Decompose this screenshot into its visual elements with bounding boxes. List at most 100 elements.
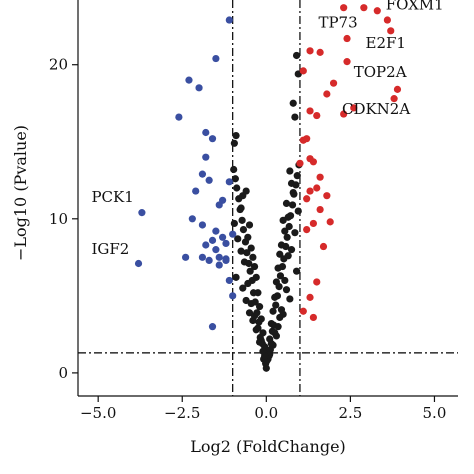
y-axis-title: −Log10 (Pvalue): [11, 125, 30, 261]
ns-point: [285, 222, 293, 231]
down-point: [222, 256, 230, 265]
y-axis-ticks: 0 10 20: [49, 56, 78, 382]
up-point: [306, 47, 314, 55]
ns-point: [275, 282, 283, 291]
gene-labels: CCNA2FOXM1 TP73 E2F1 TOP2A CDKN2A PCK1 IGF2: [91, 0, 443, 258]
ns-point: [284, 252, 292, 260]
up-point: [306, 293, 314, 301]
ns-point: [286, 167, 294, 175]
up-point: [313, 184, 321, 192]
x-axis-title: Log2 (FoldChange): [190, 437, 346, 456]
x-tick-label: −5.0: [80, 404, 116, 422]
down-point: [225, 276, 233, 285]
up-point: [306, 107, 314, 115]
down-point: [208, 135, 217, 143]
ns-point: [278, 262, 287, 271]
ns-point: [230, 139, 238, 147]
ns-point: [255, 318, 263, 326]
ns-point: [261, 352, 269, 360]
up-point: [309, 219, 317, 228]
ns-point: [249, 289, 258, 297]
threshold-lines: [78, 0, 458, 396]
ns-point: [244, 279, 252, 288]
up-point: [323, 192, 331, 200]
up-point: [360, 4, 368, 12]
ns-point: [249, 253, 257, 261]
up-point: [299, 67, 307, 75]
down-point: [219, 233, 227, 241]
ns-point: [269, 307, 277, 315]
up-point: [383, 16, 391, 24]
down-point: [192, 187, 200, 195]
ns-point: [290, 190, 298, 198]
up-point: [387, 27, 395, 35]
down-point: [212, 227, 220, 235]
up-point: [316, 173, 324, 181]
down-point: [205, 176, 213, 184]
down-point: [138, 209, 146, 217]
ns-point: [240, 258, 249, 266]
down-point: [222, 239, 230, 248]
down-point: [229, 230, 237, 238]
up-point: [309, 313, 317, 322]
ns-point: [243, 249, 251, 257]
ns-point: [255, 303, 264, 311]
ns-point: [288, 201, 297, 209]
up-point: [303, 225, 311, 234]
up-point: [390, 95, 398, 103]
ns-point: [236, 205, 244, 214]
up-point: [306, 187, 314, 195]
up-point: [343, 58, 351, 66]
ns-point: [291, 113, 299, 121]
gene-label-tp73: TP73: [318, 14, 357, 32]
down-point: [185, 76, 193, 84]
ns-point: [230, 165, 238, 174]
ns-point: [286, 212, 295, 220]
ns-point: [282, 242, 290, 251]
up-point: [343, 34, 351, 43]
ns-point: [235, 195, 243, 203]
up-point: [326, 218, 334, 226]
down-point: [175, 113, 183, 121]
down-point: [212, 246, 220, 254]
ns-point: [242, 187, 250, 195]
y-tick-label: 0: [58, 364, 68, 382]
ns-point: [276, 250, 284, 258]
up-point: [323, 90, 331, 98]
ns-point: [279, 216, 287, 224]
ns-point: [289, 99, 297, 107]
ns-point: [245, 221, 254, 229]
ns-point: [276, 272, 285, 280]
up-point: [316, 48, 324, 56]
down-point: [195, 84, 203, 92]
ns-point: [293, 172, 301, 180]
ns-point: [233, 184, 241, 192]
ns-point: [239, 225, 248, 234]
ns-point: [250, 312, 259, 320]
down-point: [198, 253, 207, 261]
gene-label-cdkn2a: CDKN2A: [342, 100, 410, 118]
down-point: [198, 221, 207, 229]
ns-point: [239, 284, 247, 292]
ns-point: [276, 313, 284, 322]
ns-point: [277, 306, 286, 314]
ns-point: [234, 235, 242, 243]
ns-point: [282, 199, 291, 207]
down-point: [229, 292, 237, 300]
data-points: [134, 4, 402, 372]
up-point: [316, 205, 324, 214]
up-point: [373, 7, 381, 15]
ns-point: [271, 329, 279, 337]
x-tick-label: 5.0: [423, 404, 447, 422]
up-point: [340, 4, 348, 12]
down-point: [134, 259, 143, 268]
gene-label-igf2: IGF2: [91, 240, 129, 258]
ns-point: [238, 216, 246, 224]
down-point: [225, 16, 233, 24]
ns-point: [281, 276, 289, 285]
down-point: [208, 236, 217, 244]
gene-label-foxm1: FOXM1: [386, 0, 444, 13]
ns-point: [250, 262, 259, 271]
ns-point: [274, 323, 282, 331]
